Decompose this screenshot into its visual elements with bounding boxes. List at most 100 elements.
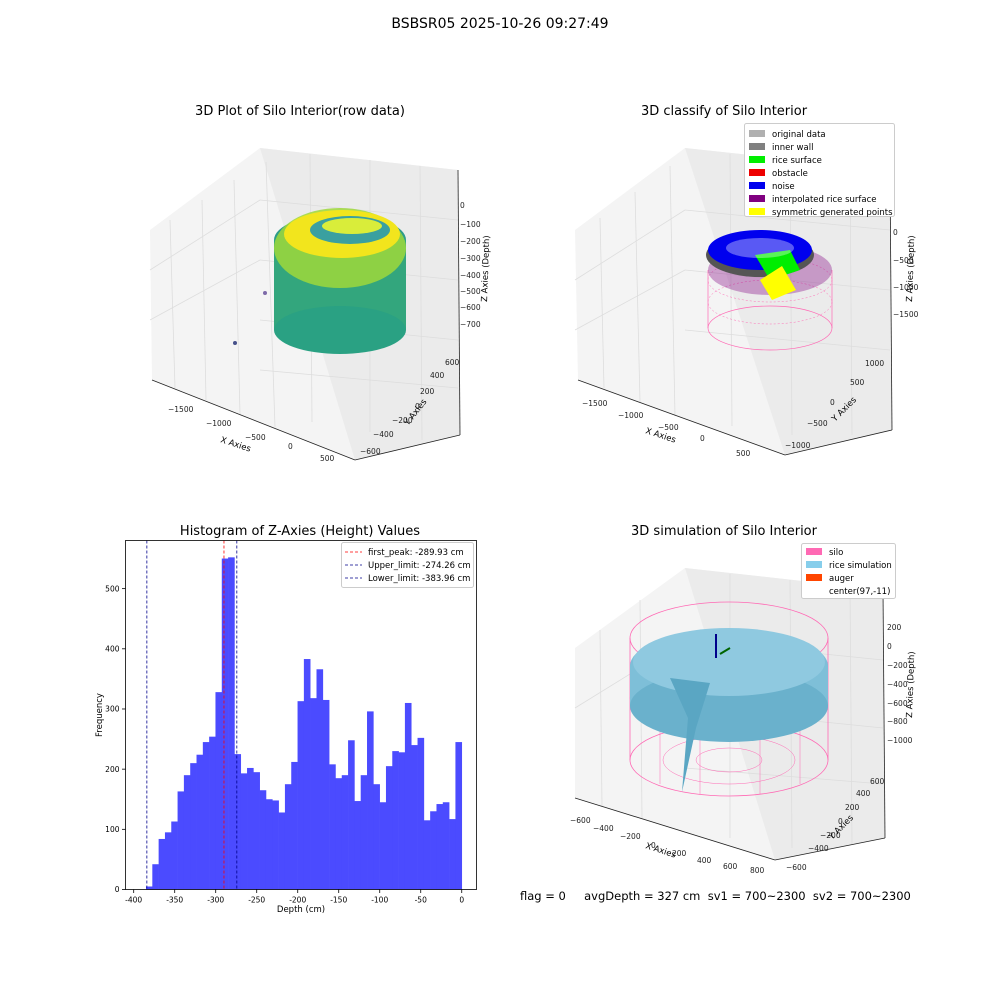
legend-swatch: [749, 156, 765, 163]
simulation-z-ticks: 200 0 −200 −400 −600 −800 −1000: [887, 623, 913, 745]
tick-label: 0: [887, 642, 892, 651]
histogram-bar: [392, 751, 399, 890]
simulation-3d-plot: −600 −400 −200 0 200 400 600 800 −600 −4…: [570, 568, 917, 875]
legend-swatch: [806, 548, 822, 555]
tick-label: −200: [392, 416, 413, 425]
histogram-bar: [303, 659, 311, 890]
raw-y-ticks: −600 −400 −200 0 200 400 600: [360, 358, 460, 456]
tick-label: -400: [125, 896, 142, 905]
tick-label: 0: [830, 398, 835, 407]
classify-3d-axes-box: [574, 148, 893, 456]
classify-point-cloud: [706, 230, 833, 351]
tick-label: −500: [658, 423, 679, 432]
histogram-bar: [373, 784, 380, 890]
tick-label: −400: [460, 271, 481, 280]
tick-label: 200: [887, 623, 902, 632]
tick-label: −600: [460, 303, 481, 312]
histogram-bar: [398, 752, 406, 890]
simulation-plot-title: 3D simulation of Silo Interior: [631, 524, 817, 539]
legend-label: inner wall: [772, 143, 813, 153]
tick-label: −500: [893, 256, 914, 265]
histogram-bar: [404, 702, 412, 890]
tick-label: −600: [360, 447, 381, 456]
tick-label: −200: [620, 832, 641, 841]
histogram-frame: [125, 540, 477, 890]
histogram-bar: [360, 775, 368, 890]
classify-z-axis-label: Z Axies (Depth): [905, 235, 917, 302]
histogram-y-axis-label: Frequency: [95, 693, 105, 737]
simulation-y-ticks: −600 −400 −200 0 200 400 600: [786, 777, 885, 872]
tick-label: 400: [856, 789, 871, 798]
classify-legend: original data inner wall rice surface obsta…: [744, 123, 895, 218]
histogram-bar: [215, 692, 223, 890]
legend-label: auger: [829, 574, 854, 584]
histogram-bar: [385, 766, 393, 890]
histogram-bar: [177, 791, 185, 890]
tick-label: 0: [700, 434, 705, 443]
legend-label: noise: [772, 182, 795, 192]
raw-z-ticks: 0 −100 −200 −300 −400 −500 −600 −700: [460, 201, 481, 329]
histogram-bar: [240, 773, 248, 890]
tick-label: −1500: [582, 399, 608, 408]
legend-swatch: [749, 182, 765, 189]
tick-label: 500: [105, 584, 120, 593]
histogram-bar: [449, 819, 456, 890]
histogram-bar: [265, 799, 273, 890]
raw-x-ticks: −1500 −1000 −500 0 500: [168, 405, 335, 463]
legend-swatch: [749, 130, 765, 137]
tick-label: 400: [105, 645, 120, 654]
histogram-bar: [272, 800, 279, 890]
histogram-bars: [146, 557, 463, 890]
tick-label: −400: [887, 680, 908, 689]
legend-label: rice surface: [772, 156, 822, 166]
legend-swatch: [749, 169, 765, 176]
tick-label: 200: [672, 849, 687, 858]
tick-label: −1000: [893, 283, 919, 292]
histogram-title: Histogram of Z-Axies (Height) Values: [179, 524, 421, 539]
tick-label: −800: [887, 717, 908, 726]
histogram-bar: [152, 864, 159, 890]
simulation-x-axis-label: X Axies: [644, 841, 677, 860]
tick-label: -200: [289, 896, 306, 905]
tick-label: 200: [845, 803, 860, 812]
histogram-legend: first_peak: -289.93 cm Upper_limit: -274.…: [341, 542, 474, 588]
histogram-bar: [442, 802, 450, 890]
legend-swatch: [749, 195, 765, 202]
tick-label: 0: [459, 896, 464, 905]
legend-label: original data: [772, 130, 826, 140]
tick-label: −1000: [618, 411, 644, 420]
histogram-bar: [430, 811, 437, 890]
histogram-chart: -400 -350 -300 -250 -200 -150 -100 -50 0 0 100 200…: [95, 540, 477, 915]
histogram-bar: [284, 784, 292, 890]
tick-label: 0: [288, 442, 293, 451]
legend-label: interpolated rice surface: [772, 195, 877, 205]
histogram-bar: [322, 699, 330, 890]
tick-label: −1500: [893, 310, 919, 319]
tick-label: 200: [420, 387, 435, 396]
tick-label: 500: [320, 454, 335, 463]
tick-label: 100: [105, 825, 120, 834]
histogram-bar: [164, 832, 172, 890]
histogram-bar: [183, 775, 191, 890]
stats-summary: flag = 0 avgDepth = 327 cm sv1 = 700~230…: [520, 889, 911, 903]
histogram-bar: [455, 742, 463, 890]
legend-label: first_peak: -289.93 cm: [368, 548, 464, 558]
histogram-bar: [209, 736, 216, 890]
histogram-bar: [190, 763, 197, 890]
tick-label: −500: [807, 419, 828, 428]
legend-label: symmetric generated points: [772, 208, 893, 218]
legend-swatch: [806, 561, 822, 568]
histogram-bar: [348, 740, 355, 890]
histogram-bar: [247, 767, 254, 890]
tick-label: −700: [460, 320, 481, 329]
simulation-legend: silo rice simulation auger center(97,-11): [801, 543, 896, 599]
histogram-bar: [259, 790, 267, 890]
legend-swatch: [806, 574, 822, 581]
figure-title: BSBSR05 2025-10-26 09:27:49: [391, 16, 609, 32]
classify-plot-title: 3D classify of Silo Interior: [640, 104, 808, 119]
tick-label: −200: [820, 831, 841, 840]
histogram-bar: [253, 772, 260, 890]
tick-label: 200: [105, 765, 120, 774]
tick-label: 600: [445, 358, 460, 367]
histogram-bar: [291, 761, 298, 890]
